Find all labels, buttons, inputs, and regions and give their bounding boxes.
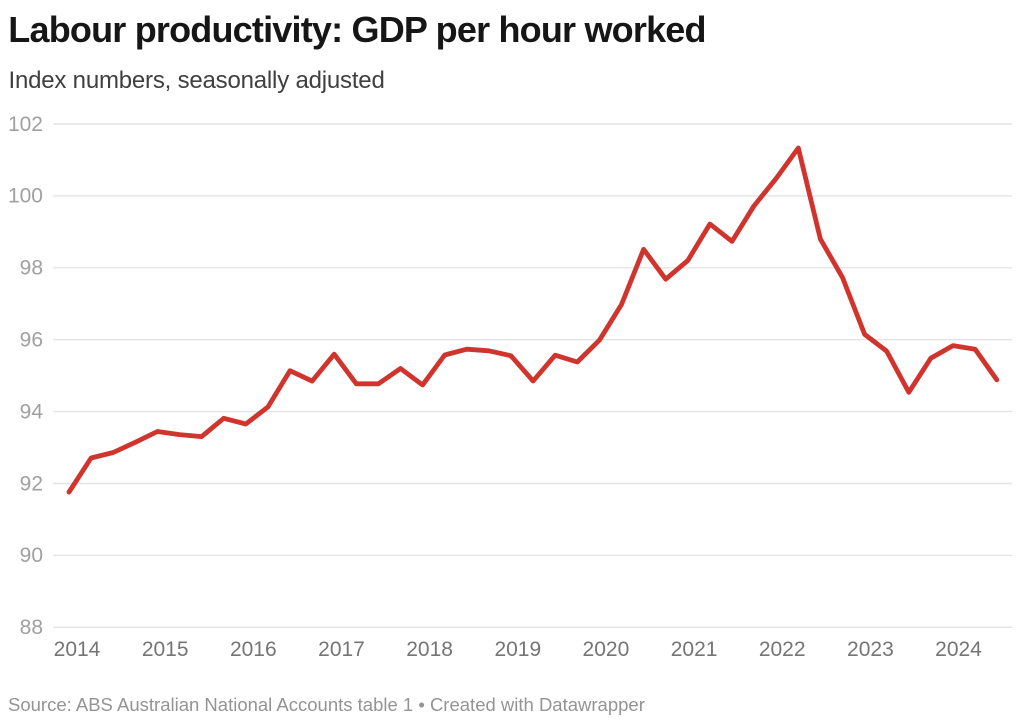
svg-text:96: 96	[20, 329, 43, 352]
svg-text:2014: 2014	[54, 638, 101, 661]
svg-text:2023: 2023	[847, 638, 894, 661]
svg-text:2018: 2018	[406, 638, 453, 661]
svg-text:88: 88	[20, 616, 43, 639]
svg-text:2022: 2022	[759, 638, 806, 661]
svg-text:100: 100	[8, 185, 43, 208]
svg-text:2021: 2021	[671, 638, 718, 661]
svg-text:90: 90	[20, 544, 43, 567]
svg-text:94: 94	[20, 400, 44, 423]
svg-text:2017: 2017	[318, 638, 365, 661]
svg-text:98: 98	[20, 257, 43, 280]
svg-text:2019: 2019	[494, 638, 541, 661]
svg-text:2016: 2016	[230, 638, 277, 661]
svg-text:102: 102	[8, 113, 43, 136]
svg-text:92: 92	[20, 472, 43, 495]
svg-text:2015: 2015	[142, 638, 189, 661]
svg-text:2020: 2020	[583, 638, 630, 661]
svg-text:2024: 2024	[935, 638, 982, 661]
